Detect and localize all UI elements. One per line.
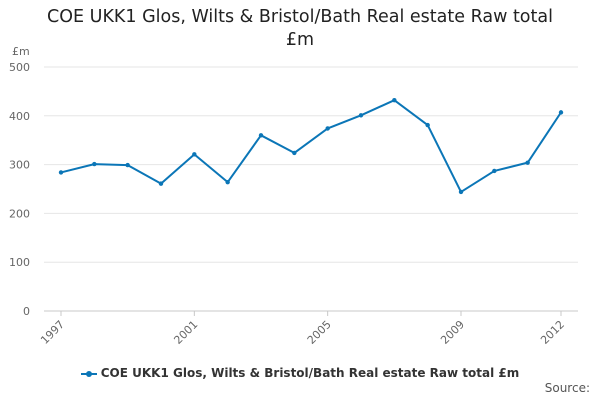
data-point-2012 <box>558 110 564 115</box>
chart-title: COE UKK1 Glos, Wilts & Bristol/Bath Real… <box>0 6 600 52</box>
y-tick-label-400: 400 <box>9 110 30 123</box>
y-tick-label-0: 0 <box>23 305 30 318</box>
y-tick-label-500: 500 <box>9 61 30 74</box>
data-point-2006 <box>358 113 364 118</box>
series-line-0 <box>60 99 562 193</box>
x-tick-label-2001: 2001 <box>171 318 200 347</box>
data-point-2004 <box>292 150 297 156</box>
data-point-2009 <box>458 189 464 195</box>
x-tick-label-1997: 1997 <box>38 318 67 347</box>
x-tick-label-2005: 2005 <box>305 318 334 347</box>
legend-series-label: COE UKK1 Glos, Wilts & Bristol/Bath Real… <box>100 366 520 380</box>
chart-title-line-1: COE UKK1 Glos, Wilts & Bristol/Bath Real… <box>47 7 553 27</box>
data-point-2005 <box>325 126 330 131</box>
data-point-2010 <box>492 168 497 174</box>
y-tick-label-200: 200 <box>9 207 30 220</box>
x-tick-label-2009: 2009 <box>438 318 467 347</box>
data-point-2000 <box>158 181 164 186</box>
y-axis-unit-label: £m <box>12 45 30 58</box>
y-tick-label-300: 300 <box>9 159 30 172</box>
legend-line-marker-icon <box>80 369 97 379</box>
data-point-2001 <box>192 152 197 157</box>
y-tick-label-100: 100 <box>9 256 30 269</box>
data-point-2011 <box>525 160 530 165</box>
data-point-1999 <box>125 162 130 168</box>
data-point-2008 <box>425 122 430 128</box>
data-point-1998 <box>92 161 97 167</box>
legend[interactable]: COE UKK1 Glos, Wilts & Bristol/Bath Real… <box>0 366 600 380</box>
data-point-1997 <box>58 170 64 175</box>
data-point-2007 <box>392 97 397 103</box>
data-point-2003 <box>258 133 264 138</box>
x-tick-label-2012: 2012 <box>538 318 567 347</box>
data-point-2002 <box>225 179 230 185</box>
source-label: Source: <box>544 381 590 395</box>
chart-title-line-2: £m <box>285 30 315 50</box>
